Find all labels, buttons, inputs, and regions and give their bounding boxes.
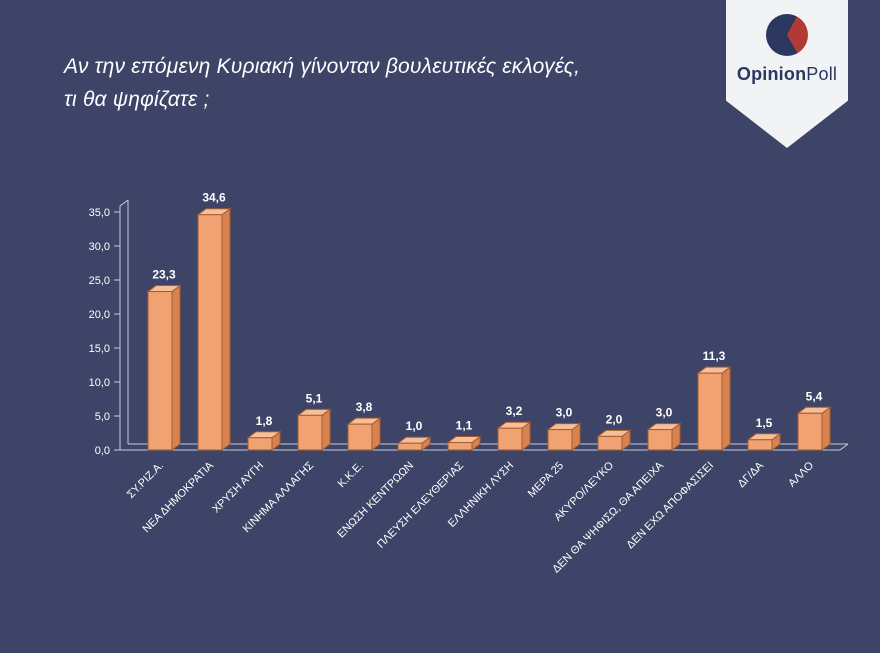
bar-front-face	[347, 423, 373, 451]
category-label: Κ.Κ.Ε.	[336, 460, 367, 491]
bar-front-face	[447, 442, 473, 451]
value-label: 23,3	[152, 268, 176, 282]
category-label: ΜΕΡΑ 25	[526, 460, 566, 500]
category-label: ΣΥ.ΡΙΖ.Α.	[125, 460, 166, 501]
bar-front-face	[747, 439, 773, 451]
value-label: 1,1	[456, 419, 473, 433]
y-tick-label: 15,0	[89, 343, 110, 355]
opinionpoll-wordmark: OpinionPoll	[726, 64, 848, 85]
bar-front-face	[497, 427, 523, 451]
y-tick-label: 10,0	[89, 377, 110, 389]
bar-front-face	[197, 214, 223, 451]
y-tick-label: 0,0	[95, 445, 110, 457]
value-label: 1,5	[756, 416, 773, 430]
value-label: 1,0	[406, 419, 423, 433]
value-label: 1,8	[256, 414, 273, 428]
bar-front-face	[797, 412, 823, 451]
axis-depth-top	[119, 199, 129, 207]
value-label: 5,1	[306, 391, 323, 405]
value-label: 11,3	[703, 349, 726, 363]
value-label: 2,0	[606, 412, 623, 426]
bar-front-face	[597, 435, 623, 451]
bar-side-face	[171, 284, 181, 451]
bar-front-face	[547, 429, 573, 451]
category-label: ΑΛΛΟ	[786, 459, 816, 489]
bar-side-face	[321, 408, 331, 451]
bar-front-face	[147, 291, 173, 451]
category-label: ΠΛΕΥΣΗ ΕΛΕΥΘΕΡΙΑΣ	[375, 460, 466, 551]
title-line-1: Αν την επόμενη Κυριακή γίνονταν βουλευτι…	[64, 55, 581, 78]
bar-group: 23,3 ΣΥ.ΡΙΖ.Α.	[125, 268, 182, 501]
wordmark-opinion: Opinion	[736, 64, 807, 84]
y-tick-label: 30,0	[89, 241, 110, 253]
bar-front-face	[697, 372, 723, 451]
bar-group: 3,8 Κ.Κ.Ε.	[336, 400, 382, 491]
category-label: ΧΡΥΣΗ ΑΥΓΗ	[210, 460, 266, 516]
title-line-2: τι θα ψηφίζατε ;	[64, 88, 210, 111]
bar-group: 3,0 ΜΕΡΑ 25	[526, 406, 582, 500]
y-tick-label: 5,0	[95, 411, 110, 423]
bar-group: 1,5 ΔΓ/ΔΑ	[736, 416, 782, 490]
category-label: ΔΓ/ΔΑ	[736, 459, 767, 490]
y-tick-label: 20,0	[89, 309, 110, 321]
value-label: 3,0	[556, 406, 573, 420]
value-label: 3,8	[356, 400, 373, 414]
wordmark-poll: Poll	[806, 64, 838, 84]
bar-front-face	[647, 429, 673, 451]
floor-right-edge	[839, 443, 849, 451]
bar-front-face	[397, 442, 423, 451]
bar-front-face	[247, 437, 273, 451]
category-label: ΔΕΝ ΕΧΩ ΑΠΟΦΑΣΙΣΕΙ	[624, 460, 716, 552]
bar-side-face	[821, 406, 831, 451]
value-label: 5,4	[806, 389, 823, 403]
value-label: 3,0	[656, 406, 673, 420]
bar-group: 5,4 ΑΛΛΟ	[786, 389, 832, 490]
y-tick-label: 35,0	[89, 207, 110, 219]
value-label: 3,2	[506, 404, 523, 418]
opinionpoll-pie-icon	[766, 14, 808, 56]
bar-side-face	[721, 366, 731, 451]
value-label: 34,6	[202, 191, 226, 205]
bar-front-face	[297, 414, 323, 451]
y-tick-label: 25,0	[89, 275, 110, 287]
bar-side-face	[221, 207, 231, 451]
page-title: Αν την επόμενη Κυριακή γίνονταν βουλευτι…	[64, 50, 580, 116]
